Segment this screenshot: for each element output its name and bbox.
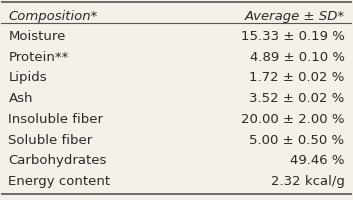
Text: Carbohydrates: Carbohydrates [8, 154, 107, 167]
Text: 20.00 ± 2.00 %: 20.00 ± 2.00 % [241, 113, 345, 126]
Text: Protein**: Protein** [8, 51, 69, 64]
Text: 4.89 ± 0.10 %: 4.89 ± 0.10 % [250, 51, 345, 64]
Text: Composition*: Composition* [8, 10, 98, 23]
Text: Lipids: Lipids [8, 71, 47, 84]
Text: 49.46 %: 49.46 % [290, 154, 345, 167]
Text: 1.72 ± 0.02 %: 1.72 ± 0.02 % [249, 71, 345, 84]
Text: 3.52 ± 0.02 %: 3.52 ± 0.02 % [249, 92, 345, 105]
Text: Insoluble fiber: Insoluble fiber [8, 113, 103, 126]
Text: Soluble fiber: Soluble fiber [8, 134, 92, 147]
Text: Average ± SD*: Average ± SD* [245, 10, 345, 23]
Text: Energy content: Energy content [8, 175, 110, 188]
Text: Moisture: Moisture [8, 30, 66, 43]
Text: 5.00 ± 0.50 %: 5.00 ± 0.50 % [250, 134, 345, 147]
Text: Ash: Ash [8, 92, 33, 105]
Text: 2.32 kcal/g: 2.32 kcal/g [271, 175, 345, 188]
Text: 15.33 ± 0.19 %: 15.33 ± 0.19 % [241, 30, 345, 43]
